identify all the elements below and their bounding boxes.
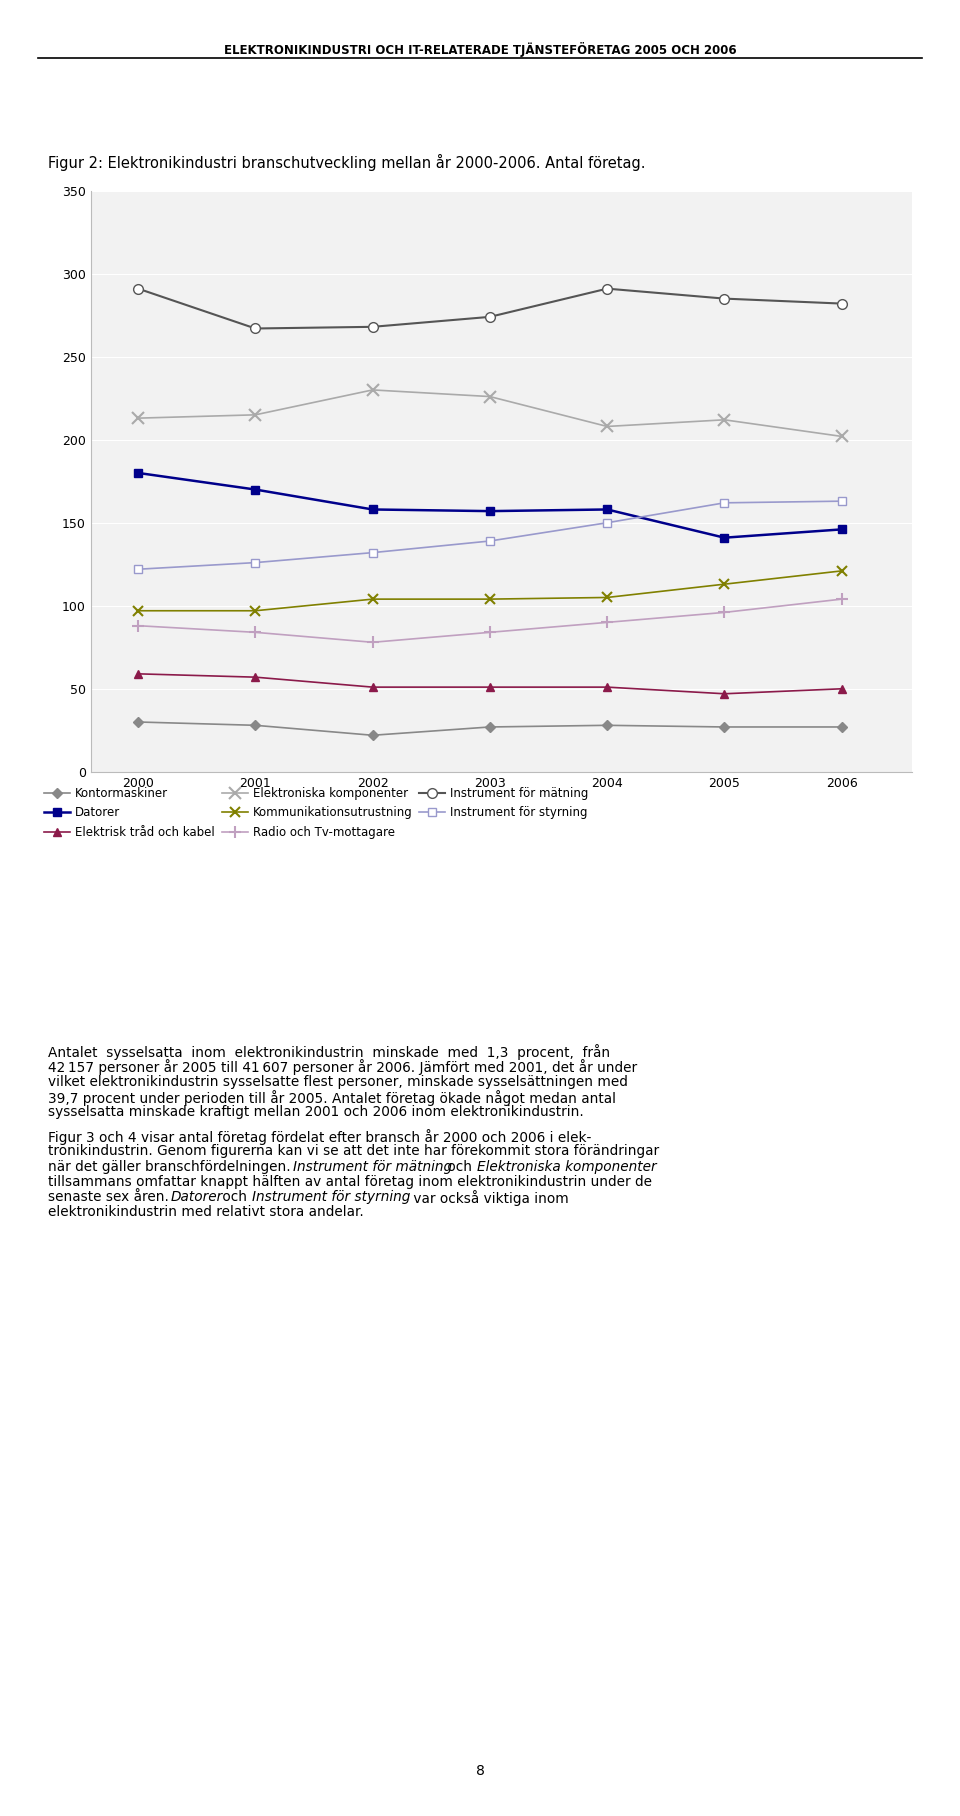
Text: och: och [443, 1160, 476, 1173]
Text: Figur 2: Elektronikindustri branschutveckling mellan år 2000-2006. Antal företag: Figur 2: Elektronikindustri branschutvec… [48, 154, 645, 171]
Text: 42 157 personer år 2005 till 41 607 personer år 2006. Jämfört med 2001, det år u: 42 157 personer år 2005 till 41 607 pers… [48, 1059, 637, 1075]
Text: Datorer: Datorer [171, 1189, 223, 1204]
Text: sysselsatta minskade kraftigt mellan 2001 och 2006 inom elektronikindustrin.: sysselsatta minskade kraftigt mellan 200… [48, 1104, 584, 1119]
Text: tillsammans omfattar knappt hälften av antal företag inom elektronikindustrin un: tillsammans omfattar knappt hälften av a… [48, 1175, 652, 1189]
Text: var också viktiga inom: var också viktiga inom [409, 1189, 568, 1206]
Legend: Kontormaskiner, Datorer, Elektrisk tråd och kabel, Elektroniska komponenter, Kom: Kontormaskiner, Datorer, Elektrisk tråd … [44, 786, 588, 839]
Text: Antalet  sysselsatta  inom  elektronikindustrin  minskade  med  1,3  procent,  f: Antalet sysselsatta inom elektronikindus… [48, 1044, 611, 1061]
Text: senaste sex åren.: senaste sex åren. [48, 1189, 173, 1204]
Text: vilket elektronikindustrin sysselsatte flest personer, minskade sysselsättningen: vilket elektronikindustrin sysselsatte f… [48, 1075, 628, 1088]
Text: 39,7 procent under perioden till år 2005. Antalet företag ökade något medan anta: 39,7 procent under perioden till år 2005… [48, 1090, 616, 1106]
Text: ELEKTRONIKINDUSTRI OCH IT-RELATERADE TJÄNSTEFÖRETAG 2005 OCH 2006: ELEKTRONIKINDUSTRI OCH IT-RELATERADE TJÄ… [224, 42, 736, 56]
Text: och: och [218, 1189, 252, 1204]
Text: Instrument för styrning: Instrument för styrning [252, 1189, 411, 1204]
Text: när det gäller branschfördelningen.: när det gäller branschfördelningen. [48, 1160, 295, 1173]
Text: tronikindustrin. Genom figurerna kan vi se att det inte har förekommit stora för: tronikindustrin. Genom figurerna kan vi … [48, 1144, 660, 1159]
Text: 8: 8 [475, 1763, 485, 1778]
Text: Instrument för mätning: Instrument för mätning [293, 1160, 452, 1173]
Text: Figur 3 och 4 visar antal företag fördelat efter bransch år 2000 och 2006 i elek: Figur 3 och 4 visar antal företag fördel… [48, 1130, 591, 1146]
Text: elektronikindustrin med relativt stora andelar.: elektronikindustrin med relativt stora a… [48, 1206, 364, 1219]
Text: Elektroniska komponenter: Elektroniska komponenter [477, 1160, 657, 1173]
